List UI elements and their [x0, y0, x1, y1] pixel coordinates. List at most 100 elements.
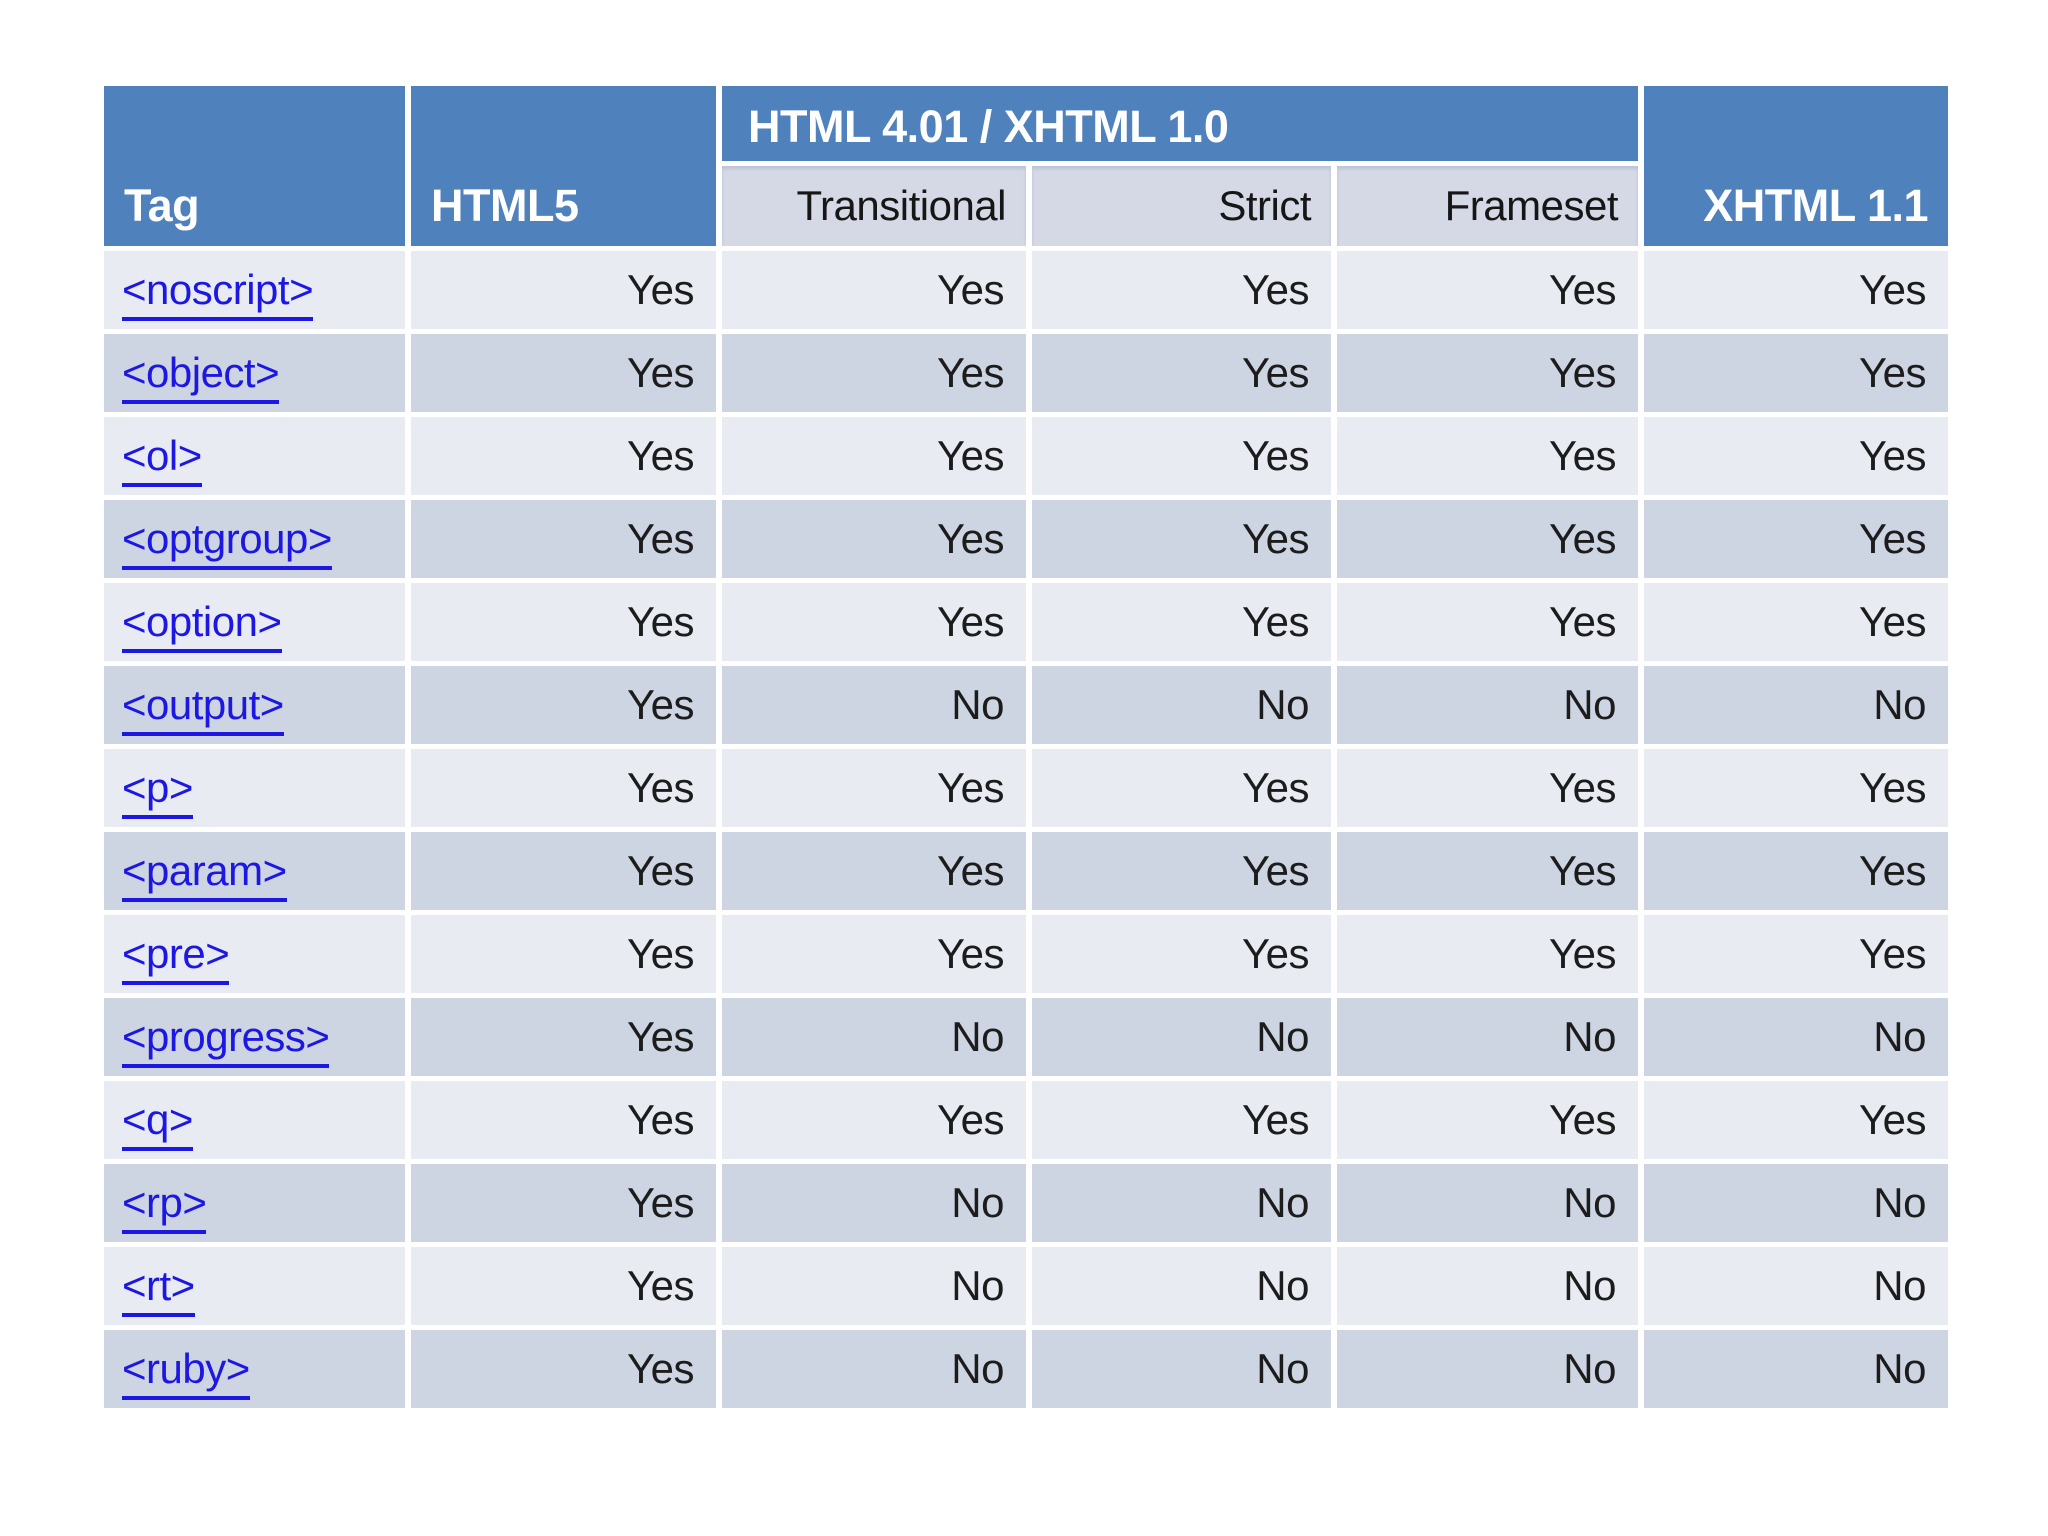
cell-html5: Yes: [411, 251, 716, 329]
cell-strict: Yes: [1032, 500, 1331, 578]
cell-html5: Yes: [411, 1247, 716, 1325]
cell-frameset: Yes: [1337, 417, 1638, 495]
cell-strict: Yes: [1032, 251, 1331, 329]
cell-transitional: No: [722, 998, 1026, 1076]
header-row-top: Tag HTML5 HTML 4.01 / XHTML 1.0 XHTML 1.…: [104, 86, 1948, 246]
cell-frameset: No: [1337, 998, 1638, 1076]
column-header-strict: Strict: [1032, 166, 1331, 246]
cell-html5: Yes: [411, 583, 716, 661]
cell-html5: Yes: [411, 666, 716, 744]
cell-transitional: Yes: [722, 915, 1026, 993]
cell-strict: Yes: [1032, 583, 1331, 661]
cell-frameset: Yes: [1337, 1081, 1638, 1159]
cell-transitional: No: [722, 1330, 1026, 1408]
table-row-optgroup: <optgroup> Yes Yes Yes Yes Yes: [104, 500, 1948, 578]
tag-link-q[interactable]: <q>: [122, 1096, 193, 1151]
table-row-output: <output> Yes No No No No: [104, 666, 1948, 744]
cell-xhtml11: Yes: [1644, 1081, 1948, 1159]
cell-xhtml11: No: [1644, 998, 1948, 1076]
tag-link-param[interactable]: <param>: [122, 847, 287, 902]
cell-strict: Yes: [1032, 1081, 1331, 1159]
cell-strict: No: [1032, 666, 1331, 744]
tag-link-object[interactable]: <object>: [122, 349, 280, 404]
table-row-object: <object> Yes Yes Yes Yes Yes: [104, 334, 1948, 412]
cell-frameset: Yes: [1337, 500, 1638, 578]
tag-link-rp[interactable]: <rp>: [122, 1179, 207, 1234]
table-row-p: <p> Yes Yes Yes Yes Yes: [104, 749, 1948, 827]
table-row-q: <q> Yes Yes Yes Yes Yes: [104, 1081, 1948, 1159]
tag-link-progress[interactable]: <progress>: [122, 1013, 330, 1068]
cell-xhtml11: No: [1644, 1330, 1948, 1408]
cell-strict: Yes: [1032, 749, 1331, 827]
cell-frameset: Yes: [1337, 749, 1638, 827]
cell-strict: No: [1032, 1330, 1331, 1408]
cell-html5: Yes: [411, 998, 716, 1076]
cell-transitional: No: [722, 1247, 1026, 1325]
cell-frameset: Yes: [1337, 251, 1638, 329]
cell-strict: Yes: [1032, 832, 1331, 910]
table-row-rp: <rp> Yes No No No No: [104, 1164, 1948, 1242]
cell-frameset: No: [1337, 1247, 1638, 1325]
cell-html5: Yes: [411, 915, 716, 993]
compatibility-table: Tag HTML5 HTML 4.01 / XHTML 1.0 XHTML 1.…: [98, 81, 1954, 1413]
cell-frameset: Yes: [1337, 832, 1638, 910]
tag-link-pre[interactable]: <pre>: [122, 930, 230, 985]
cell-transitional: Yes: [722, 583, 1026, 661]
cell-frameset: No: [1337, 1330, 1638, 1408]
cell-strict: Yes: [1032, 334, 1331, 412]
cell-xhtml11: Yes: [1644, 583, 1948, 661]
column-header-transitional: Transitional: [722, 166, 1026, 246]
cell-html5: Yes: [411, 334, 716, 412]
cell-xhtml11: No: [1644, 1164, 1948, 1242]
cell-xhtml11: No: [1644, 1247, 1948, 1325]
cell-html5: Yes: [411, 749, 716, 827]
tag-link-p[interactable]: <p>: [122, 764, 193, 819]
cell-html5: Yes: [411, 417, 716, 495]
cell-strict: No: [1032, 1247, 1331, 1325]
cell-transitional: Yes: [722, 832, 1026, 910]
cell-strict: Yes: [1032, 417, 1331, 495]
cell-transitional: Yes: [722, 749, 1026, 827]
column-group-header-html401-xhtml10: HTML 4.01 / XHTML 1.0: [722, 86, 1638, 161]
column-header-xhtml11: XHTML 1.1: [1644, 86, 1948, 246]
cell-xhtml11: Yes: [1644, 251, 1948, 329]
cell-frameset: No: [1337, 666, 1638, 744]
cell-xhtml11: Yes: [1644, 417, 1948, 495]
cell-xhtml11: Yes: [1644, 832, 1948, 910]
tag-link-noscript[interactable]: <noscript>: [122, 266, 314, 321]
header-row-sub: Transitional Strict Frameset: [104, 166, 1948, 246]
cell-html5: Yes: [411, 500, 716, 578]
table-row-progress: <progress> Yes No No No No: [104, 998, 1948, 1076]
cell-strict: Yes: [1032, 915, 1331, 993]
cell-html5: Yes: [411, 1164, 716, 1242]
table-row-ruby: <ruby> Yes No No No No: [104, 1330, 1948, 1408]
tag-link-ol[interactable]: <ol>: [122, 432, 202, 487]
tag-link-rt[interactable]: <rt>: [122, 1262, 195, 1317]
tag-link-optgroup[interactable]: <optgroup>: [122, 515, 332, 570]
cell-strict: No: [1032, 998, 1331, 1076]
tag-link-option[interactable]: <option>: [122, 598, 282, 653]
table-row-noscript: <noscript> Yes Yes Yes Yes Yes: [104, 251, 1948, 329]
cell-transitional: Yes: [722, 334, 1026, 412]
table-row-pre: <pre> Yes Yes Yes Yes Yes: [104, 915, 1948, 993]
cell-transitional: Yes: [722, 251, 1026, 329]
column-header-html5: HTML5: [411, 86, 716, 246]
cell-frameset: Yes: [1337, 583, 1638, 661]
cell-frameset: Yes: [1337, 334, 1638, 412]
cell-transitional: No: [722, 666, 1026, 744]
cell-frameset: Yes: [1337, 915, 1638, 993]
tag-link-ruby[interactable]: <ruby>: [122, 1345, 250, 1400]
cell-transitional: Yes: [722, 417, 1026, 495]
cell-xhtml11: Yes: [1644, 915, 1948, 993]
table-row-option: <option> Yes Yes Yes Yes Yes: [104, 583, 1948, 661]
cell-strict: No: [1032, 1164, 1331, 1242]
cell-html5: Yes: [411, 832, 716, 910]
cell-transitional: Yes: [722, 1081, 1026, 1159]
tag-link-output[interactable]: <output>: [122, 681, 284, 736]
table-row-param: <param> Yes Yes Yes Yes Yes: [104, 832, 1948, 910]
cell-xhtml11: Yes: [1644, 749, 1948, 827]
cell-transitional: No: [722, 1164, 1026, 1242]
cell-xhtml11: Yes: [1644, 500, 1948, 578]
cell-xhtml11: No: [1644, 666, 1948, 744]
